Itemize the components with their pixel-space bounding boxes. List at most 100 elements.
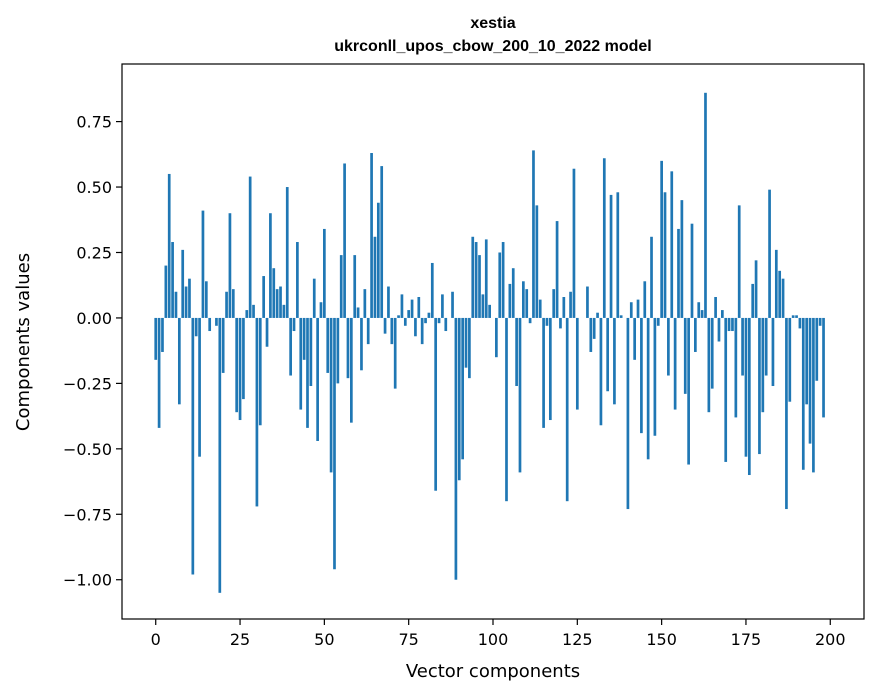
bar-4 (167, 173, 171, 318)
bar-52 (329, 317, 333, 473)
bar-106 (511, 268, 515, 318)
bar-120 (559, 317, 562, 329)
bar-102 (498, 252, 502, 318)
bar-174 (741, 317, 744, 376)
bar-187 (785, 317, 788, 510)
bar-85 (441, 294, 444, 318)
bar-8 (181, 249, 185, 318)
bar-7 (177, 317, 181, 405)
bar-12 (194, 317, 198, 337)
bar-114 (538, 299, 542, 318)
y-tick-label: −1.00 (63, 571, 112, 590)
bar-148 (653, 317, 657, 436)
x-tick-label: 0 (151, 630, 161, 649)
bar-69 (387, 286, 390, 318)
bar-34 (269, 213, 272, 318)
bar-82 (430, 262, 434, 318)
bar-61 (360, 317, 363, 371)
bar-23 (231, 289, 235, 318)
bar-113 (535, 205, 539, 318)
bar-190 (795, 315, 798, 318)
bar-9 (184, 286, 188, 318)
bar-121 (562, 297, 566, 318)
bar-64 (370, 153, 373, 318)
bar-68 (383, 317, 387, 334)
plot-frame (121, 63, 865, 620)
bar-1 (157, 317, 161, 428)
bar-115 (542, 317, 545, 428)
bar-66 (376, 202, 380, 318)
bar-37 (279, 286, 282, 318)
bar-78 (417, 297, 421, 318)
bar-132 (599, 317, 603, 426)
x-tick-label: 175 (731, 630, 762, 649)
bar-25 (238, 317, 242, 421)
bar-30 (255, 317, 259, 507)
bar-171 (731, 317, 734, 332)
bar-192 (801, 317, 805, 470)
bar-123 (569, 291, 572, 318)
bar-74 (403, 317, 407, 326)
bar-13 (198, 317, 201, 457)
x-axis-ticks: 0 25 50 75 100 125 150 175 200 (151, 619, 846, 649)
bar-118 (552, 289, 556, 318)
bar-88 (451, 291, 454, 318)
bar-143 (636, 299, 640, 318)
bar-31 (258, 317, 262, 426)
bar-60 (356, 307, 360, 318)
bars-group (154, 92, 825, 593)
x-tick-label: 50 (314, 630, 334, 649)
bar-163 (704, 92, 707, 318)
chart-subtitle: ukrconll_upos_cbow_200_10_2022 model (334, 38, 651, 55)
bar-53 (333, 317, 336, 570)
bar-125 (575, 317, 579, 410)
bar-151 (663, 192, 667, 318)
bar-169 (724, 317, 728, 462)
bar-133 (602, 158, 606, 318)
bar-26 (242, 317, 245, 400)
bar-131 (596, 312, 599, 318)
bar-98 (484, 239, 488, 318)
bar-63 (366, 317, 370, 345)
bar-95 (474, 242, 478, 318)
bar-154 (673, 317, 677, 410)
bar-194 (808, 317, 812, 444)
bar-3 (164, 265, 168, 318)
y-tick-label: −0.50 (63, 440, 112, 459)
bar-62 (363, 289, 367, 318)
bar-70 (390, 317, 394, 345)
bar-6 (174, 291, 178, 318)
bar-191 (798, 317, 802, 329)
bar-49 (319, 302, 323, 318)
bar-22 (228, 213, 232, 318)
bar-173 (737, 205, 741, 318)
bar-101 (495, 317, 498, 358)
bar-19 (218, 317, 222, 593)
bar-84 (437, 317, 441, 324)
bar-197 (818, 317, 822, 326)
bar-134 (606, 317, 610, 392)
bar-44 (302, 317, 306, 360)
bar-40 (289, 317, 292, 376)
x-tick-label: 25 (230, 630, 250, 649)
bar-164 (707, 317, 711, 413)
bar-65 (373, 236, 377, 318)
bar-21 (225, 291, 228, 318)
bar-43 (299, 317, 303, 410)
bar-36 (275, 289, 279, 318)
bar-140 (626, 317, 630, 510)
bar-109 (522, 281, 525, 318)
x-tick-label: 75 (399, 630, 419, 649)
bar-81 (427, 312, 431, 318)
bar-159 (690, 223, 694, 318)
bar-20 (221, 317, 225, 373)
bar-79 (420, 317, 424, 345)
bar-35 (272, 268, 276, 318)
bar-47 (312, 278, 316, 318)
bar-189 (791, 315, 795, 318)
bar-167 (717, 317, 721, 342)
bar-89 (454, 317, 458, 580)
bar-108 (518, 317, 522, 473)
bar-99 (488, 304, 491, 318)
